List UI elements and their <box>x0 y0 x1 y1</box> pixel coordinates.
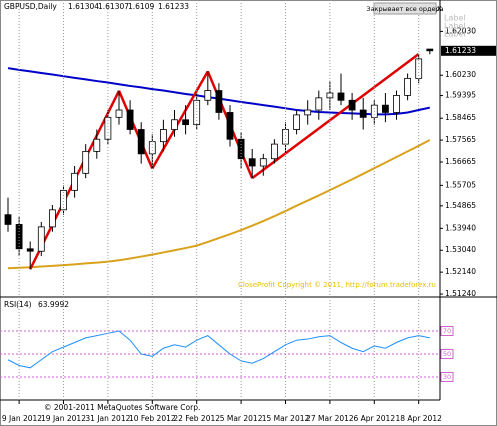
close-x[interactable]: x <box>437 4 442 13</box>
candle-body <box>315 97 323 111</box>
y-tick-label: 1.62030 <box>445 26 476 35</box>
level-box <box>440 326 454 337</box>
candle-body <box>393 95 400 113</box>
x-tick-label: 6 Apr 2012 <box>353 414 395 423</box>
y-tick-label: 1.57565 <box>445 135 476 144</box>
x-tick-label: 10 Feb 2012 <box>129 414 176 423</box>
x-tick-label: 22 Feb 2012 <box>173 414 220 423</box>
candle-body <box>193 99 201 126</box>
candle-body <box>126 109 134 130</box>
zigzag-segment <box>117 90 154 169</box>
candle-body <box>49 209 56 228</box>
label-text: Label <box>444 30 466 39</box>
ohlc-high: 1.61307 <box>98 2 129 11</box>
candle-body <box>60 189 67 211</box>
ohlc-close: 1.61233 <box>158 2 189 11</box>
y-tick-label: 1.58465 <box>445 113 476 122</box>
candle-body <box>4 214 12 225</box>
candle-body <box>304 109 312 116</box>
x-tick-label: 5 Mar 2012 <box>220 414 263 423</box>
y-tick-label: 1.53940 <box>445 223 476 232</box>
candle-body <box>37 226 45 252</box>
chart-title: GBPUSD,Daily <box>4 2 57 11</box>
y-tick-label: 1.52140 <box>445 267 476 276</box>
copyright: © 2001-2011 MetaQuotes Software Corp. <box>44 403 200 412</box>
candle-body <box>293 114 301 130</box>
candle-body <box>115 109 123 118</box>
y-tick-label: 1.60230 <box>445 70 476 79</box>
ohlc-low: 1.6109 <box>128 2 154 11</box>
y-tick-label: 1.51240 <box>445 289 476 298</box>
y-tick-label: 1.53040 <box>445 245 476 254</box>
label-text: Label <box>444 14 466 23</box>
y-tick-label: 1.59395 <box>445 91 476 100</box>
last-price-box <box>441 45 496 56</box>
candle-body <box>71 172 78 191</box>
candle-body <box>182 119 190 126</box>
y-tick-label: 50 <box>443 350 451 358</box>
indicator-line <box>7 139 431 270</box>
candle-body <box>326 92 334 99</box>
close-all-label[interactable]: Закрывает все ордера <box>366 5 443 13</box>
candle-body <box>270 143 278 160</box>
candle-body <box>26 248 34 252</box>
rsi-value: 63.9992 <box>38 300 69 309</box>
candle-body <box>204 90 212 101</box>
candle-body <box>226 112 234 140</box>
y-tick-label: 1.54865 <box>445 201 476 210</box>
candle-body <box>171 119 178 130</box>
candle-body <box>337 92 345 101</box>
y-tick-label: 1.55705 <box>445 180 476 189</box>
x-tick-label: 27 Mar 2012 <box>306 414 354 423</box>
candle-body <box>159 129 167 143</box>
candle-body <box>348 99 356 111</box>
y-tick-label: 1.56665 <box>445 157 476 166</box>
close-all-button[interactable] <box>373 2 437 15</box>
candle-body <box>404 77 412 96</box>
candle-body <box>426 48 434 52</box>
zigzag-segment <box>151 70 209 170</box>
ea-copyright: CloseProfit Copyright © 2011, http://for… <box>238 281 436 289</box>
y-tick-label: 30 <box>443 373 451 381</box>
candle-body <box>82 151 90 174</box>
level-box <box>440 349 454 360</box>
candle-body <box>137 129 145 155</box>
x-tick-label: 15 Mar 2012 <box>262 414 310 423</box>
candle-body <box>15 224 23 250</box>
y-tick-label: 70 <box>443 327 451 335</box>
rsi-title: RSI(14) <box>4 300 32 309</box>
candle-body <box>248 158 256 167</box>
zigzag-segment <box>251 53 420 180</box>
x-tick-label: 9 Jan 2012 <box>2 414 42 423</box>
level-box <box>440 372 454 383</box>
x-tick-label: 31 Jan 2012 <box>85 414 130 423</box>
candle-body <box>259 158 267 167</box>
ohlc-open: 1.61304 <box>68 2 99 11</box>
candle-body <box>381 104 389 113</box>
last-price-label: 1.61233 <box>445 46 476 55</box>
candle-body <box>237 138 245 160</box>
candle-body <box>93 138 101 152</box>
candle-body <box>215 90 223 113</box>
candle-body <box>359 109 367 118</box>
rsi-line <box>7 330 430 369</box>
label-text: Label <box>444 22 466 31</box>
x-tick-label: 18 Apr 2012 <box>396 414 443 423</box>
x-tick-label: 19 Jan 2012 <box>41 414 86 423</box>
